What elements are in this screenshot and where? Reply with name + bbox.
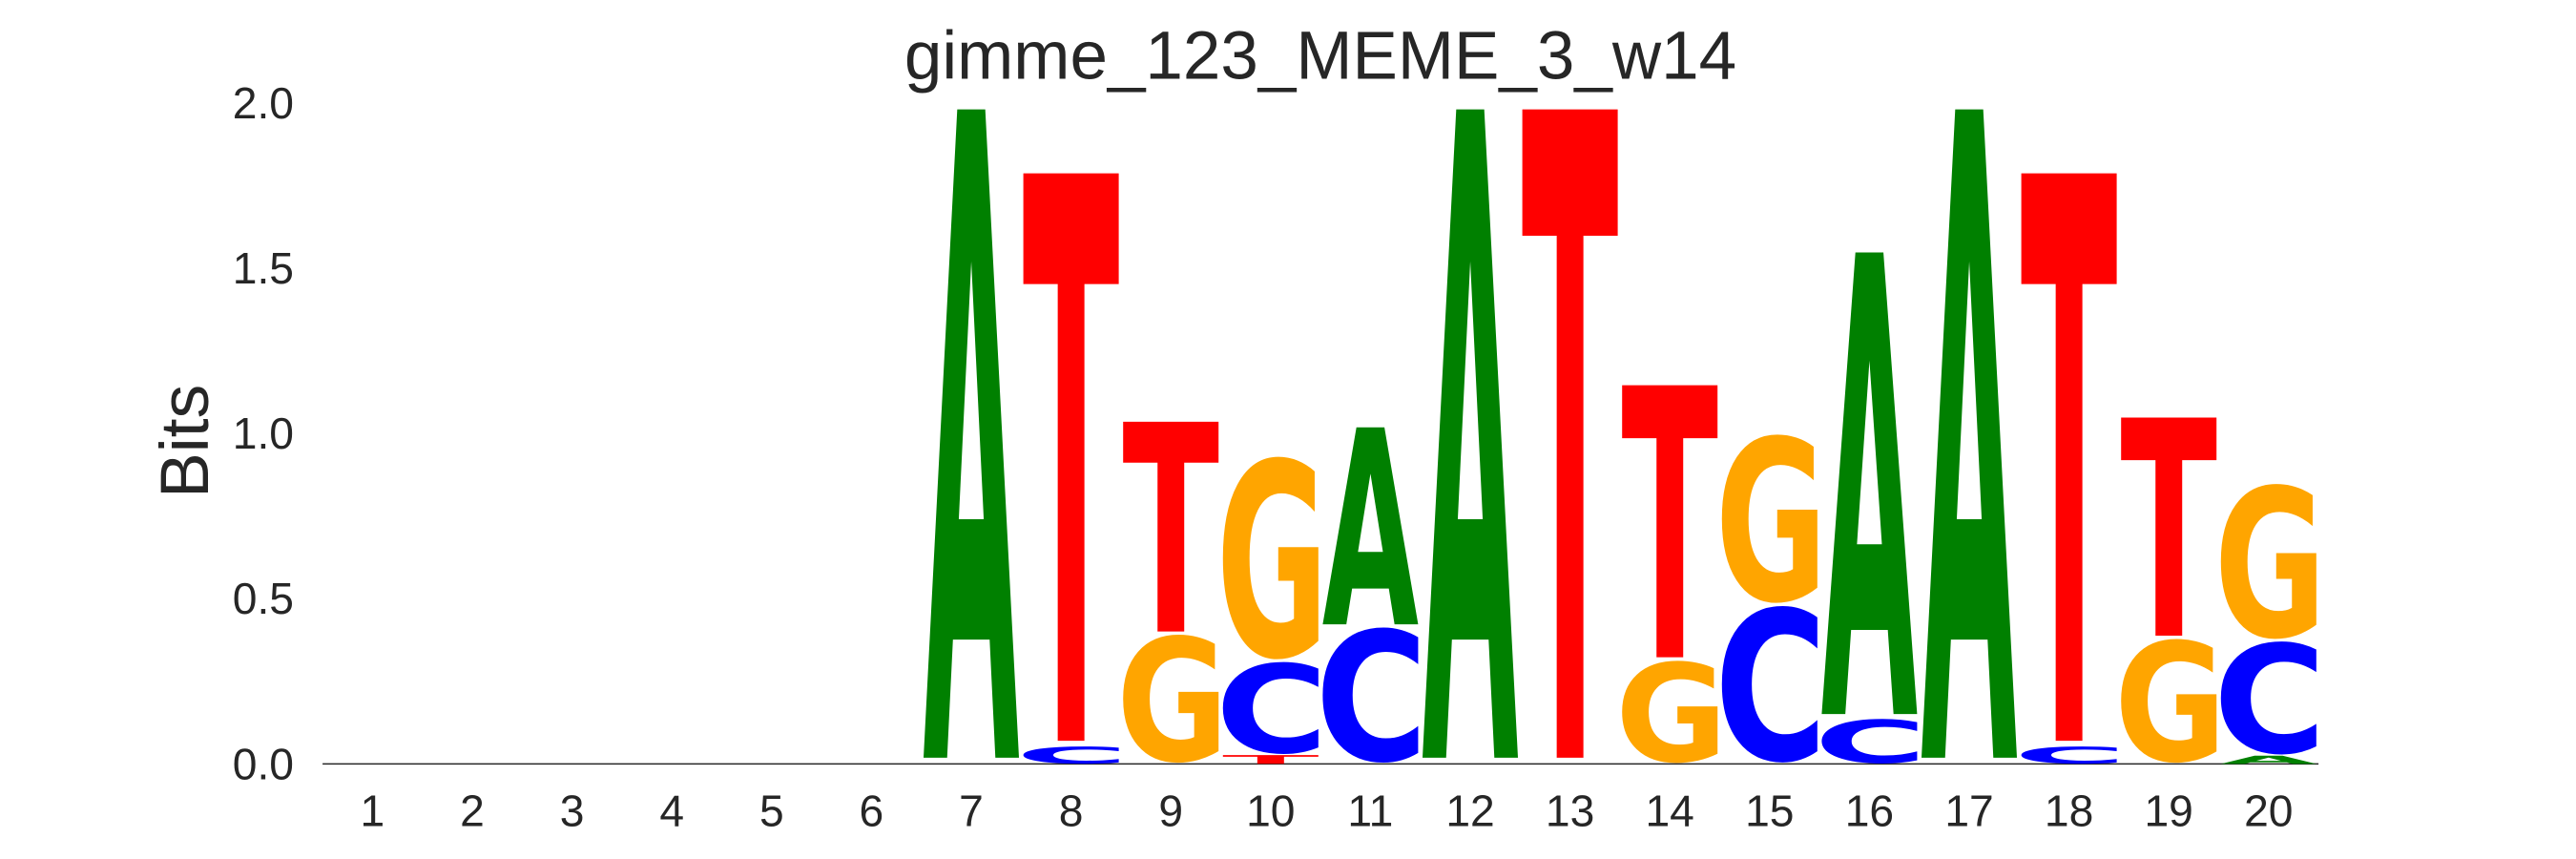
svg-text:9: 9 [1158,786,1183,835]
svg-text:1: 1 [361,786,385,835]
svg-text:0.5: 0.5 [233,574,294,623]
svg-text:gimme_123_MEME_3_w14: gimme_123_MEME_3_w14 [904,19,1736,94]
svg-text:18: 18 [2045,786,2093,835]
svg-text:13: 13 [1546,786,1594,835]
svg-text:2: 2 [460,786,485,835]
svg-text:12: 12 [1445,786,1494,835]
svg-text:20: 20 [2244,786,2293,835]
svg-text:10: 10 [1246,786,1295,835]
svg-text:0.0: 0.0 [233,739,294,788]
svg-text:19: 19 [2145,786,2193,835]
svg-text:2.0: 2.0 [233,78,294,128]
svg-text:Bits: Bits [147,385,223,498]
svg-text:11: 11 [1347,786,1393,835]
svg-text:3: 3 [560,786,585,835]
svg-text:1.0: 1.0 [233,409,294,458]
svg-text:5: 5 [759,786,784,835]
svg-text:6: 6 [860,786,884,835]
svg-text:17: 17 [1944,786,1993,835]
svg-text:14: 14 [1646,786,1694,835]
svg-text:15: 15 [1745,786,1794,835]
svg-text:7: 7 [959,786,984,835]
svg-text:4: 4 [659,786,684,835]
svg-text:16: 16 [1845,786,1894,835]
svg-text:1.5: 1.5 [233,243,294,293]
svg-text:8: 8 [1059,786,1084,835]
